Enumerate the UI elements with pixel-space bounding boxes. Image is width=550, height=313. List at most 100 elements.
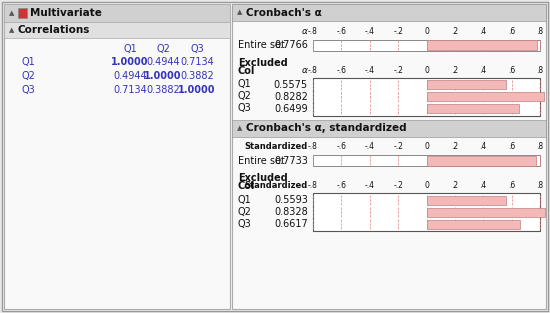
- Text: Q2: Q2: [238, 91, 252, 101]
- Bar: [426, 80, 505, 89]
- Text: Col: Col: [238, 181, 255, 191]
- Text: -.8: -.8: [308, 27, 318, 35]
- Text: .6: .6: [508, 142, 515, 151]
- Text: -.2: -.2: [393, 142, 403, 151]
- Text: .2: .2: [452, 182, 459, 191]
- Bar: [426, 208, 544, 217]
- Text: Q1: Q1: [22, 57, 36, 67]
- Text: 0.7766: 0.7766: [274, 40, 308, 50]
- Text: Multivariate: Multivariate: [30, 8, 102, 18]
- Text: 0.5575: 0.5575: [274, 80, 308, 90]
- Bar: [232, 4, 546, 309]
- Text: Q1: Q1: [123, 44, 137, 54]
- Text: 0.7134: 0.7134: [180, 57, 214, 67]
- Text: Correlations: Correlations: [18, 25, 90, 35]
- Text: .8: .8: [536, 182, 543, 191]
- Text: -.2: -.2: [393, 27, 403, 35]
- Bar: [18, 8, 27, 18]
- Text: Entire set: Entire set: [238, 156, 285, 166]
- Bar: [232, 120, 546, 136]
- Text: .6: .6: [508, 27, 515, 35]
- Text: .6: .6: [508, 182, 515, 191]
- Text: Q2: Q2: [22, 71, 36, 81]
- Text: Entire set: Entire set: [238, 40, 285, 50]
- Text: 0.3882: 0.3882: [180, 71, 214, 81]
- Text: -.8: -.8: [308, 66, 318, 75]
- Bar: [313, 78, 540, 115]
- Text: 0.6499: 0.6499: [274, 104, 308, 114]
- Text: Q2: Q2: [238, 207, 252, 217]
- Text: 0.4944: 0.4944: [146, 57, 180, 67]
- Bar: [313, 193, 540, 231]
- Text: -.6: -.6: [337, 27, 346, 35]
- Text: Cronbach's α, standardized: Cronbach's α, standardized: [246, 123, 406, 133]
- Bar: [426, 196, 506, 204]
- Text: 0: 0: [424, 182, 429, 191]
- Text: .8: .8: [536, 27, 543, 35]
- Text: 0.5593: 0.5593: [274, 195, 308, 205]
- Text: 0: 0: [424, 27, 429, 35]
- Text: 1.0000: 1.0000: [144, 71, 182, 81]
- Text: Q3: Q3: [238, 219, 252, 229]
- Text: .6: .6: [508, 66, 515, 75]
- Text: -.2: -.2: [393, 66, 403, 75]
- Bar: [426, 104, 519, 113]
- Text: Q1: Q1: [238, 80, 252, 90]
- Text: ▲: ▲: [237, 9, 243, 16]
- Text: 0: 0: [424, 142, 429, 151]
- Bar: [426, 156, 536, 166]
- Text: α: α: [302, 66, 308, 75]
- Text: 0: 0: [424, 66, 429, 75]
- Text: -.4: -.4: [365, 182, 375, 191]
- Text: -.4: -.4: [365, 27, 375, 35]
- Text: Standardized: Standardized: [245, 142, 308, 151]
- Text: .2: .2: [452, 66, 459, 75]
- Text: -.6: -.6: [337, 182, 346, 191]
- Text: 0.8328: 0.8328: [274, 207, 308, 217]
- Text: .4: .4: [480, 66, 487, 75]
- Text: -.8: -.8: [308, 182, 318, 191]
- Text: -.4: -.4: [365, 142, 375, 151]
- Text: Excluded: Excluded: [238, 173, 288, 183]
- Text: α: α: [302, 27, 308, 35]
- Text: ▲: ▲: [9, 10, 14, 16]
- Text: Standardized: Standardized: [245, 182, 308, 191]
- Text: .4: .4: [480, 142, 487, 151]
- Text: 1.0000: 1.0000: [111, 57, 148, 67]
- Bar: [313, 155, 540, 166]
- Text: 1.0000: 1.0000: [178, 85, 216, 95]
- Bar: [426, 92, 544, 101]
- Bar: [426, 219, 520, 228]
- Text: 0.4944: 0.4944: [113, 71, 147, 81]
- Bar: [4, 22, 230, 38]
- Bar: [4, 4, 230, 22]
- Text: -.6: -.6: [337, 142, 346, 151]
- Text: Q3: Q3: [238, 104, 252, 114]
- Text: Col: Col: [238, 65, 255, 75]
- Bar: [232, 4, 546, 21]
- Text: 0.7134: 0.7134: [113, 85, 147, 95]
- Text: ▲: ▲: [237, 125, 243, 131]
- Bar: [313, 39, 540, 50]
- Text: .2: .2: [452, 142, 459, 151]
- Text: -.2: -.2: [393, 182, 403, 191]
- Text: 0.7733: 0.7733: [274, 156, 308, 166]
- Text: Excluded: Excluded: [238, 58, 288, 68]
- Text: .8: .8: [536, 66, 543, 75]
- Text: .8: .8: [536, 142, 543, 151]
- Text: .4: .4: [480, 182, 487, 191]
- Bar: [426, 40, 537, 50]
- Text: -.4: -.4: [365, 66, 375, 75]
- Text: .2: .2: [452, 27, 459, 35]
- Text: Q1: Q1: [238, 195, 252, 205]
- Text: 0.8282: 0.8282: [274, 91, 308, 101]
- Text: Q3: Q3: [22, 85, 36, 95]
- Text: 0.6617: 0.6617: [274, 219, 308, 229]
- Text: .4: .4: [480, 27, 487, 35]
- Bar: [4, 4, 230, 309]
- Text: Q3: Q3: [190, 44, 204, 54]
- Text: 0.3882: 0.3882: [146, 85, 180, 95]
- Text: -.8: -.8: [308, 142, 318, 151]
- Text: ▲: ▲: [9, 27, 14, 33]
- Text: Q2: Q2: [156, 44, 170, 54]
